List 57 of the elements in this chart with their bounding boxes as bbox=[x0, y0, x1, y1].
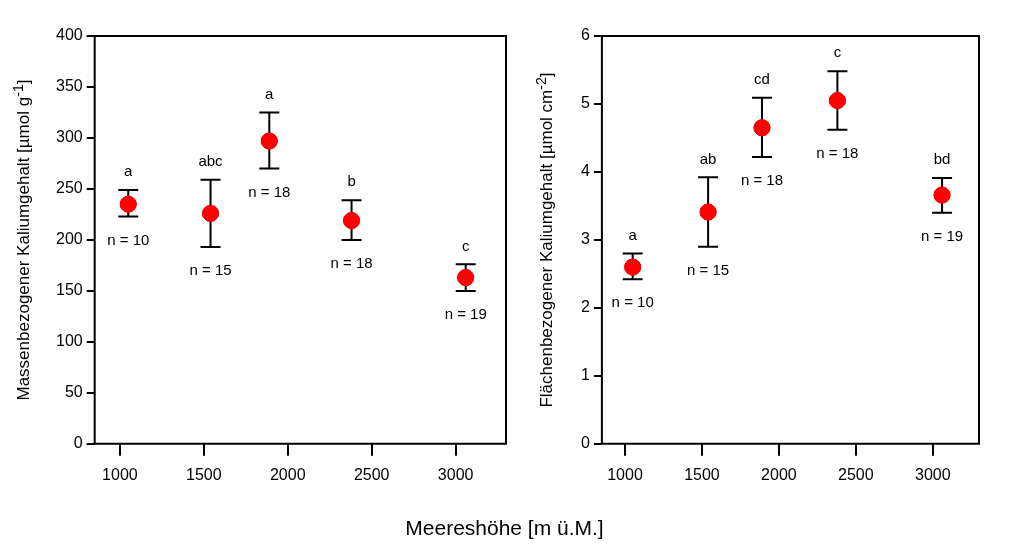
x-tick-label: 2500 bbox=[353, 465, 390, 483]
x-tick-label: 1000 bbox=[102, 465, 138, 483]
annotation: cd bbox=[754, 69, 770, 87]
y-tick-label: 0 bbox=[73, 434, 83, 452]
x-tick-label: 1500 bbox=[186, 465, 222, 483]
y-tick-label: 0 bbox=[580, 434, 590, 452]
x-tick-label: 1500 bbox=[684, 465, 720, 483]
annotation: n = 10 bbox=[611, 293, 654, 311]
annotation: a bbox=[628, 225, 638, 243]
y-tick-label: 3 bbox=[580, 230, 590, 248]
point bbox=[828, 92, 846, 110]
annotation: abc bbox=[198, 151, 224, 169]
annotation: n = 18 bbox=[330, 254, 373, 272]
annotation: c bbox=[833, 43, 842, 61]
annotation: n = 18 bbox=[740, 171, 784, 189]
y-tick-label: 1 bbox=[580, 366, 590, 384]
x-tick-label: 3000 bbox=[915, 465, 951, 483]
point bbox=[699, 203, 717, 221]
y-tick-label: 250 bbox=[55, 179, 83, 197]
annotation: n = 15 bbox=[189, 261, 232, 279]
point bbox=[202, 204, 220, 222]
point bbox=[119, 195, 137, 213]
annotation: a bbox=[124, 162, 134, 180]
y-tick-label: 100 bbox=[55, 332, 83, 350]
x-tick-label: 3000 bbox=[437, 465, 474, 483]
annotation: n = 10 bbox=[107, 230, 150, 248]
x-axis-title: Meereshöhe [m ü.M.] bbox=[404, 516, 605, 540]
annotation: ab bbox=[699, 149, 717, 167]
x-tick-label: 1000 bbox=[607, 465, 643, 483]
annotation: b bbox=[347, 172, 356, 190]
y-tick-label: 50 bbox=[64, 383, 83, 401]
point bbox=[343, 212, 361, 230]
y-tick-label: 6 bbox=[580, 26, 590, 44]
x-tick-label: 2500 bbox=[838, 465, 874, 483]
annotation: a bbox=[265, 84, 275, 102]
y-tick-label: 400 bbox=[55, 26, 83, 44]
annotation: n = 15 bbox=[687, 260, 730, 278]
annotation: n = 19 bbox=[444, 305, 487, 323]
point bbox=[624, 258, 642, 276]
point bbox=[753, 119, 771, 137]
y-tick-label: 300 bbox=[55, 128, 83, 146]
y-tick-label: 350 bbox=[55, 77, 83, 95]
annotation: n = 18 bbox=[248, 182, 291, 200]
y-tick-label: 200 bbox=[55, 230, 83, 248]
point bbox=[457, 269, 475, 287]
x-tick-label: 2000 bbox=[761, 465, 797, 483]
y-tick-label: 150 bbox=[55, 281, 83, 299]
y-tick-label: 4 bbox=[580, 162, 590, 180]
annotation: n = 18 bbox=[816, 143, 859, 161]
point bbox=[933, 186, 951, 204]
x-tick-label: 2000 bbox=[269, 465, 306, 483]
y-tick-label: 5 bbox=[580, 94, 590, 112]
annotation: c bbox=[461, 236, 470, 254]
annotation: bd bbox=[933, 150, 951, 168]
y-tick-label: 2 bbox=[580, 298, 590, 316]
point bbox=[260, 132, 278, 150]
annotation: n = 19 bbox=[921, 226, 964, 244]
